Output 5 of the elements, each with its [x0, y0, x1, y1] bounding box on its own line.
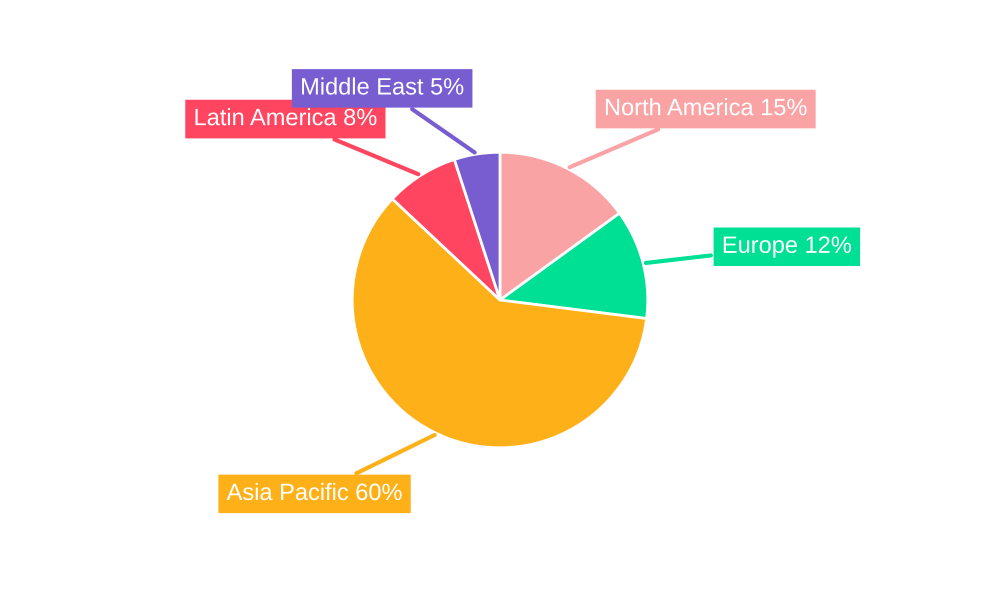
slice-label: Europe 12%: [724, 236, 851, 258]
slice-label: Latin America 8%: [195, 108, 376, 126]
slice-label: Asia Pacific 60%: [226, 482, 402, 500]
slice-label: Middle East 5%: [302, 77, 464, 95]
slice-label: North America 15%: [606, 98, 807, 116]
